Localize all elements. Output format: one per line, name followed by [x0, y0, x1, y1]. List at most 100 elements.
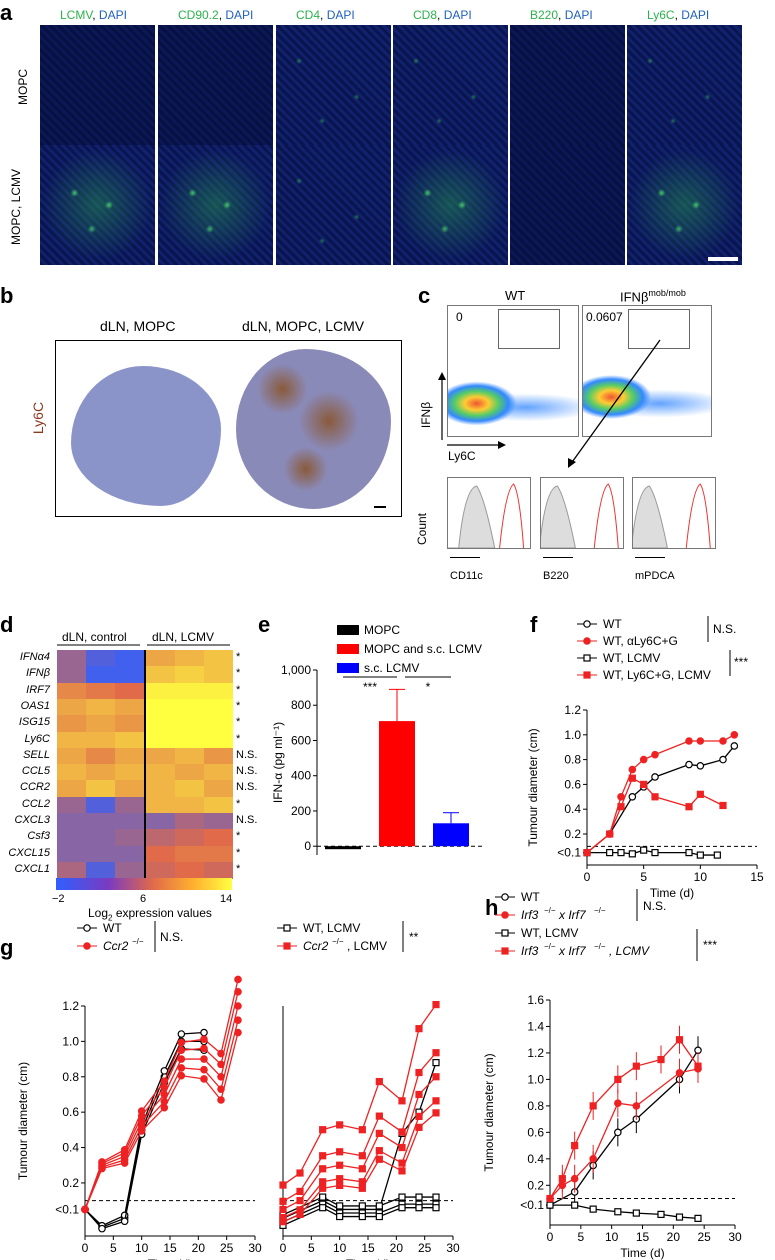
data-point [432, 1109, 440, 1117]
data-point [583, 620, 591, 628]
panel-a-label: a [0, 0, 13, 25]
data-point [432, 1049, 440, 1057]
heatmap-cell [204, 813, 233, 830]
data-point [651, 773, 659, 781]
panel-c-wt-title: WT [505, 288, 526, 303]
isotype-histogram [448, 485, 496, 548]
legend-label: WT, LCMV [303, 921, 360, 935]
data-point [583, 849, 591, 857]
gate-mob [628, 309, 690, 349]
histogram [540, 477, 624, 549]
data-point [336, 1148, 344, 1156]
data-point [415, 1204, 423, 1212]
data-point [336, 1181, 344, 1189]
x-tick-label: 0 [584, 870, 591, 884]
y-tick-label: 400 [291, 769, 311, 783]
x-tick-label: 10 [694, 870, 708, 884]
data-point [200, 1055, 208, 1063]
x-axis-label: Time (d) [620, 1246, 664, 1260]
stained-histogram [593, 483, 619, 548]
legend-superscript: −/− [544, 942, 556, 951]
data-point [279, 1218, 287, 1226]
data-point [719, 737, 727, 745]
heatmap-brackets [57, 644, 230, 646]
scale-bar [708, 257, 738, 261]
heatmap-cell [57, 796, 86, 814]
data-point [83, 924, 91, 932]
x-axis-label: Time (d) [148, 1257, 192, 1260]
scale-label: Log2 expression values [88, 906, 212, 922]
panel-e-label: e [258, 612, 271, 637]
panel-d-label: d [0, 612, 14, 637]
data-point [200, 1075, 208, 1083]
stain-label: DAPI [326, 8, 355, 22]
series-line [282, 1062, 437, 1219]
heatmap-cell [115, 666, 144, 684]
y-tick-label: 1.2 [62, 999, 79, 1013]
legend-label: , LCMV [609, 944, 650, 958]
data-point [432, 1059, 440, 1067]
legend-label: WT, αLy6C+G [603, 634, 678, 648]
heatmap-cell [204, 666, 233, 684]
heatmap-cell [115, 747, 144, 765]
y-tick-label: 0.4 [527, 1152, 544, 1166]
heatmap-cell [175, 650, 204, 667]
data-point [279, 1181, 287, 1189]
heatmap-cell [86, 698, 115, 716]
heatmap-cell [57, 715, 86, 732]
heatmap-cell [86, 715, 115, 732]
micrograph-tile [276, 145, 391, 265]
sig-label: *** [703, 938, 717, 952]
heatmap-cell [175, 829, 204, 847]
micrograph-tile [276, 25, 391, 145]
gene-label: Csf3 [27, 830, 50, 843]
data-point [358, 1184, 366, 1192]
data-point [694, 1214, 702, 1222]
x-tick-label: 15 [163, 1241, 177, 1255]
data-point [432, 1204, 440, 1212]
heatmap-cell [115, 861, 144, 879]
heatmap-cell [204, 731, 233, 749]
heatmap-cell [175, 813, 204, 830]
data-point [606, 830, 614, 838]
data-point [296, 1197, 304, 1205]
y-tick-label: 800 [291, 698, 311, 712]
x-tick-label: 0 [82, 1241, 89, 1255]
y-tick-label: 0.8 [564, 753, 581, 767]
data-point [375, 1202, 383, 1210]
data-point [583, 654, 591, 662]
data-point [319, 1165, 327, 1173]
gate-wt-value: 0 [456, 310, 463, 324]
scale-max: 14 [220, 893, 233, 905]
histogram-x-label: mPDCA [635, 570, 675, 582]
heatmap-cell [86, 731, 115, 749]
data-point [589, 1205, 597, 1213]
heatmap-cell [175, 715, 204, 732]
data-point [617, 803, 625, 811]
gene-label: IFNα4 [19, 651, 50, 663]
significance-label: N.S. [236, 765, 258, 778]
data-point [319, 1193, 327, 1201]
heatmap-cell [204, 796, 233, 814]
data-point [651, 793, 659, 801]
heatmap-cell [86, 861, 115, 879]
facs-axes [438, 339, 661, 468]
heatmap-cell [115, 780, 144, 798]
stained-histogram [685, 483, 711, 548]
bar [379, 721, 415, 847]
data-point [160, 1067, 169, 1075]
data-point [217, 1060, 225, 1069]
y-axis-label: Tumour diameter (cm) [16, 1062, 30, 1180]
data-point [98, 1224, 106, 1233]
ln-left [71, 366, 221, 506]
scale-min: −2 [52, 893, 65, 905]
chart-f: <0.1 0.2 0.4 0.6 0.8 1.0 1.2 0 5 10 15 Time (d) Tumo… [526, 616, 764, 900]
y-tick-label: 1.2 [564, 703, 581, 717]
data-point [415, 1112, 423, 1120]
data-point [617, 793, 625, 801]
heatmap-cell [175, 666, 204, 684]
heatmap-cell [146, 845, 175, 863]
stain-label: DAPI [225, 8, 254, 22]
micrograph-tile [40, 145, 155, 265]
x-tick-label: 30 [446, 1241, 460, 1255]
